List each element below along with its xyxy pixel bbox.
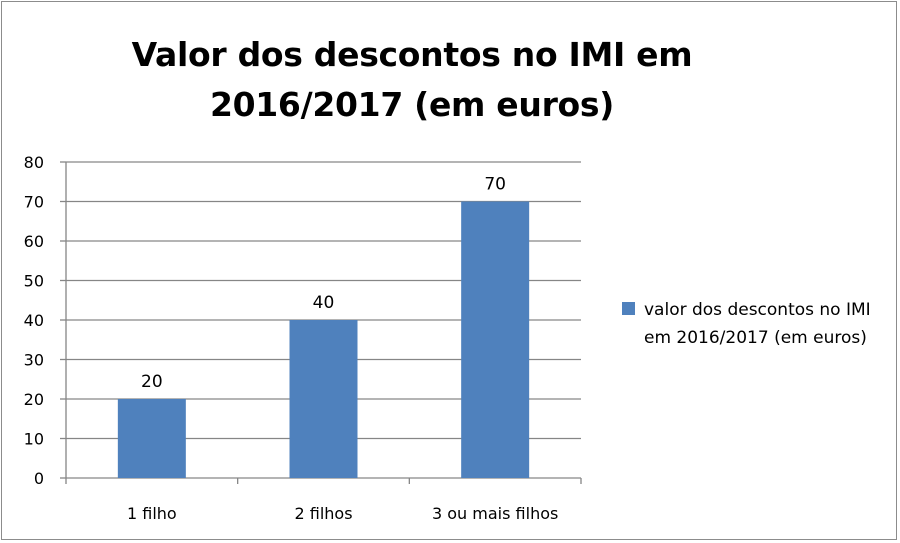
data-label: 40 xyxy=(313,293,335,313)
y-tick-label: 70 xyxy=(24,193,44,212)
x-axis-ticks: 1 filho 2 filhos 3 ou mais filhos xyxy=(65,478,582,523)
y-tick-label: 0 xyxy=(34,469,44,488)
chart-title: Valor dos descontos no IMI em 2016/2017 … xyxy=(131,35,693,124)
bar xyxy=(117,399,186,478)
y-tick-label: 30 xyxy=(24,351,44,370)
y-tick-label: 50 xyxy=(24,272,44,291)
x-tick-label: 2 filhos xyxy=(294,504,352,523)
x-tick-label: 3 ou mais filhos xyxy=(432,504,558,523)
y-tick-label: 10 xyxy=(24,430,44,449)
legend: valor dos descontos no IMI em 2016/2017 … xyxy=(622,296,882,352)
y-tick-label: 60 xyxy=(24,232,44,251)
bar xyxy=(289,320,358,478)
legend-swatch xyxy=(622,302,635,315)
data-labels: 20 40 70 xyxy=(141,175,506,393)
data-label: 20 xyxy=(141,372,163,392)
y-axis-ticks: 0 10 20 30 40 50 60 70 80 xyxy=(24,153,66,488)
y-tick-label: 20 xyxy=(24,390,44,409)
bar xyxy=(461,201,530,478)
x-tick-label: 1 filho xyxy=(127,504,177,523)
bars xyxy=(117,201,530,478)
legend-label: valor dos descontos no IMI em 2016/2017 … xyxy=(644,300,871,348)
data-label: 70 xyxy=(484,175,506,195)
y-tick-label: 80 xyxy=(24,153,44,172)
y-tick-label: 40 xyxy=(24,311,44,330)
